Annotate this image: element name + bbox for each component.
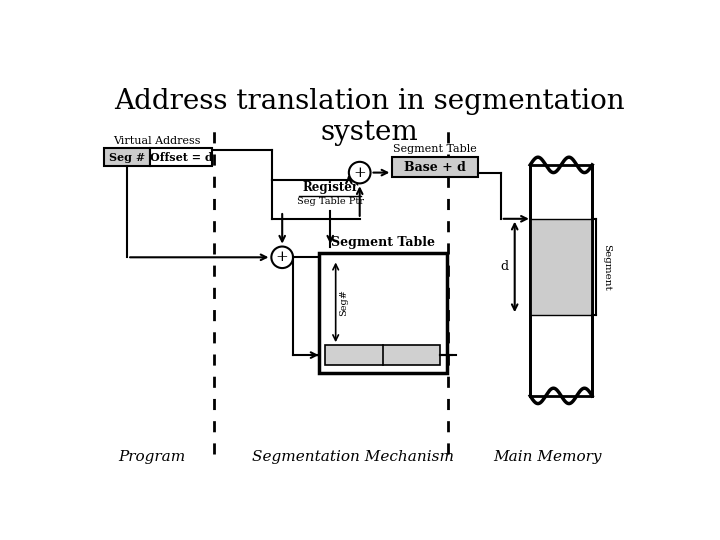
- Text: Base: Base: [386, 350, 410, 360]
- Text: Segment Table: Segment Table: [393, 144, 477, 154]
- Text: Main Memory: Main Memory: [493, 450, 601, 464]
- Bar: [104, 148, 150, 166]
- Bar: [150, 148, 212, 166]
- Bar: [530, 219, 593, 315]
- Text: Seg #: Seg #: [109, 152, 145, 163]
- Text: +: +: [354, 166, 366, 180]
- Text: Segment Table: Segment Table: [330, 236, 435, 249]
- Text: Seg Table Ptr: Seg Table Ptr: [297, 197, 364, 206]
- Text: Base + d: Base + d: [404, 161, 466, 174]
- Bar: [530, 165, 593, 396]
- Text: Offset = d: Offset = d: [150, 152, 213, 163]
- Text: Register: Register: [302, 181, 359, 194]
- Text: Address translation in segmentation
system: Address translation in segmentation syst…: [114, 88, 624, 146]
- Bar: [319, 253, 446, 373]
- Text: +: +: [276, 251, 289, 264]
- Bar: [325, 345, 441, 365]
- Bar: [392, 157, 477, 177]
- Text: d: d: [500, 260, 508, 273]
- Text: Virtual Address: Virtual Address: [113, 136, 201, 146]
- Text: Seg#: Seg#: [339, 289, 348, 316]
- Text: Segment: Segment: [602, 244, 611, 291]
- Text: Program: Program: [118, 450, 186, 464]
- Text: Length: Length: [350, 350, 385, 360]
- Text: Segmentation Mechanism: Segmentation Mechanism: [253, 450, 454, 464]
